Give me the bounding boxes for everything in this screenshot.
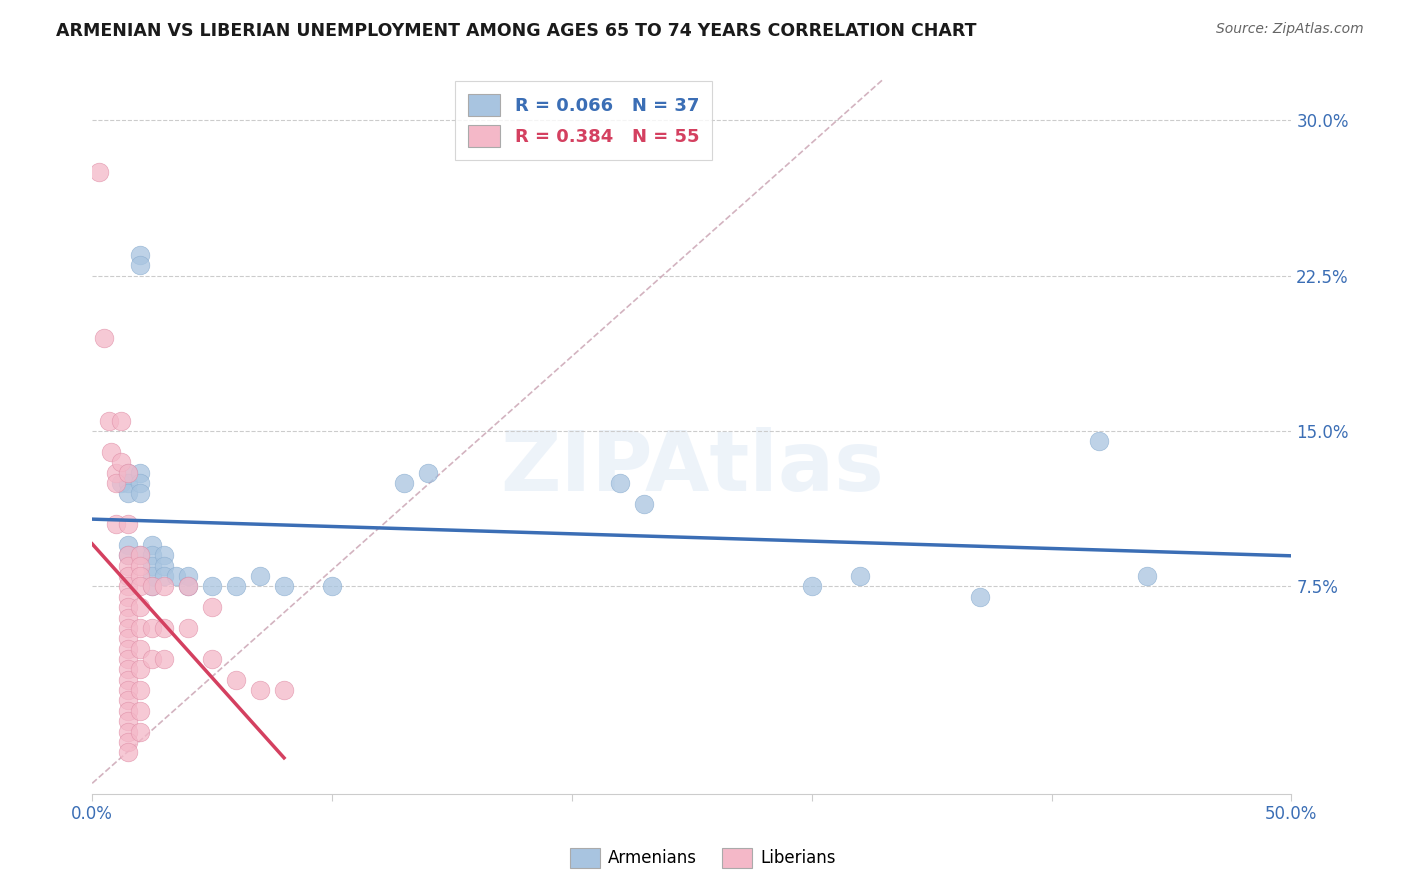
- Point: [117, 652, 139, 666]
- Point: [117, 569, 139, 583]
- Point: [141, 652, 163, 666]
- Point: [321, 579, 343, 593]
- Point: [105, 517, 128, 532]
- Point: [129, 600, 152, 615]
- Point: [100, 445, 122, 459]
- Point: [129, 466, 152, 480]
- Point: [165, 569, 187, 583]
- Point: [141, 538, 163, 552]
- Point: [117, 704, 139, 718]
- Point: [225, 673, 247, 687]
- Text: ARMENIAN VS LIBERIAN UNEMPLOYMENT AMONG AGES 65 TO 74 YEARS CORRELATION CHART: ARMENIAN VS LIBERIAN UNEMPLOYMENT AMONG …: [56, 22, 977, 40]
- Point: [416, 466, 439, 480]
- Point: [117, 662, 139, 676]
- Point: [117, 549, 139, 563]
- Point: [1136, 569, 1159, 583]
- Point: [129, 704, 152, 718]
- Point: [117, 693, 139, 707]
- Point: [129, 558, 152, 573]
- Point: [141, 579, 163, 593]
- Point: [969, 590, 991, 604]
- Point: [201, 579, 224, 593]
- Point: [141, 558, 163, 573]
- Point: [129, 724, 152, 739]
- Legend: Armenians, Liberians: Armenians, Liberians: [564, 841, 842, 875]
- Point: [129, 579, 152, 593]
- Point: [177, 569, 200, 583]
- Point: [392, 475, 415, 490]
- Point: [117, 486, 139, 500]
- Point: [117, 621, 139, 635]
- Point: [153, 652, 176, 666]
- Point: [177, 621, 200, 635]
- Point: [141, 569, 163, 583]
- Point: [129, 683, 152, 698]
- Point: [117, 579, 139, 593]
- Point: [273, 579, 295, 593]
- Point: [117, 745, 139, 759]
- Point: [201, 600, 224, 615]
- Point: [117, 632, 139, 646]
- Point: [141, 549, 163, 563]
- Point: [98, 414, 121, 428]
- Point: [129, 549, 152, 563]
- Point: [129, 258, 152, 272]
- Text: Source: ZipAtlas.com: Source: ZipAtlas.com: [1216, 22, 1364, 37]
- Point: [153, 558, 176, 573]
- Point: [117, 673, 139, 687]
- Point: [117, 724, 139, 739]
- Point: [89, 165, 111, 179]
- Point: [177, 579, 200, 593]
- Point: [129, 641, 152, 656]
- Point: [117, 466, 139, 480]
- Point: [273, 683, 295, 698]
- Point: [129, 621, 152, 635]
- Point: [141, 621, 163, 635]
- Point: [249, 683, 271, 698]
- Point: [117, 538, 139, 552]
- Point: [141, 579, 163, 593]
- Legend: R = 0.066   N = 37, R = 0.384   N = 55: R = 0.066 N = 37, R = 0.384 N = 55: [456, 81, 711, 160]
- Point: [633, 497, 655, 511]
- Point: [800, 579, 823, 593]
- Point: [110, 475, 132, 490]
- Point: [117, 600, 139, 615]
- Point: [117, 735, 139, 749]
- Point: [129, 549, 152, 563]
- Point: [110, 455, 132, 469]
- Point: [153, 621, 176, 635]
- Point: [129, 475, 152, 490]
- Point: [117, 714, 139, 728]
- Point: [177, 579, 200, 593]
- Point: [129, 248, 152, 262]
- Point: [153, 579, 176, 593]
- Point: [201, 652, 224, 666]
- Point: [153, 569, 176, 583]
- Point: [117, 610, 139, 624]
- Point: [153, 549, 176, 563]
- Point: [117, 641, 139, 656]
- Point: [117, 549, 139, 563]
- Point: [129, 486, 152, 500]
- Point: [117, 558, 139, 573]
- Point: [129, 662, 152, 676]
- Point: [129, 569, 152, 583]
- Point: [105, 475, 128, 490]
- Point: [609, 475, 631, 490]
- Point: [105, 466, 128, 480]
- Point: [1088, 434, 1111, 449]
- Point: [117, 517, 139, 532]
- Point: [117, 590, 139, 604]
- Point: [249, 569, 271, 583]
- Point: [117, 475, 139, 490]
- Point: [225, 579, 247, 593]
- Point: [117, 683, 139, 698]
- Text: ZIPAtlas: ZIPAtlas: [499, 427, 884, 508]
- Point: [93, 331, 115, 345]
- Point: [117, 466, 139, 480]
- Point: [110, 414, 132, 428]
- Point: [848, 569, 870, 583]
